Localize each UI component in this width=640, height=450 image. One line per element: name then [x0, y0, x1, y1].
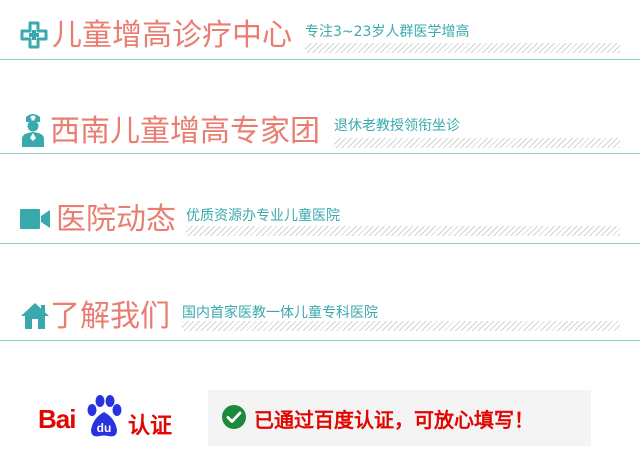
section-title: 儿童增高诊疗中心: [52, 18, 292, 53]
section-divider: [0, 59, 640, 60]
baidu-logo-text: Bai: [38, 404, 76, 434]
decorative-stripes: [186, 226, 620, 236]
section-subtitle: 专注3~23岁人群医学增高: [305, 24, 470, 40]
section-title: 了解我们: [50, 299, 170, 334]
section-subtitle: 国内首家医教一体儿童专科医院: [182, 305, 378, 321]
section-expert-team[interactable]: 西南儿童增高专家团 退休老教授领衔坐诊: [0, 106, 640, 166]
decorative-stripes: [334, 138, 620, 148]
check-circle-icon: [222, 405, 246, 429]
baidu-paw-icon: du: [87, 395, 122, 437]
baidu-logo: Bai du 认证: [8, 390, 208, 446]
video-camera-icon: [20, 209, 50, 229]
section-about-us[interactable]: 了解我们 国内首家医教一体儿童专科医院: [0, 294, 640, 354]
verification-text: 已通过百度认证，可放心填写！: [254, 408, 534, 432]
doctor-icon: [22, 114, 44, 147]
decorative-stripes: [182, 321, 620, 331]
section-title: 医院动态: [56, 202, 176, 237]
section-subtitle: 退休老教授领衔坐诊: [334, 118, 460, 134]
section-divider: [0, 243, 640, 244]
baidu-logo-suffix: 认证: [128, 414, 173, 439]
medical-cross-icon: [20, 21, 48, 49]
baidu-certification-bar: Bai du 认证 已通过百度认证，可放心填写！: [8, 390, 591, 446]
baidu-paw-text: du: [97, 421, 112, 435]
section-hospital-news[interactable]: 医院动态 优质资源办专业儿童医院: [0, 196, 640, 256]
section-divider: [0, 153, 640, 154]
section-subtitle: 优质资源办专业儿童医院: [186, 208, 340, 224]
section-title: 西南儿童增高专家团: [50, 114, 320, 149]
section-divider: [0, 340, 640, 341]
section-treatment-center[interactable]: 儿童增高诊疗中心 专注3~23岁人群医学增高: [0, 10, 640, 70]
home-icon: [21, 303, 49, 329]
decorative-stripes: [305, 43, 620, 53]
